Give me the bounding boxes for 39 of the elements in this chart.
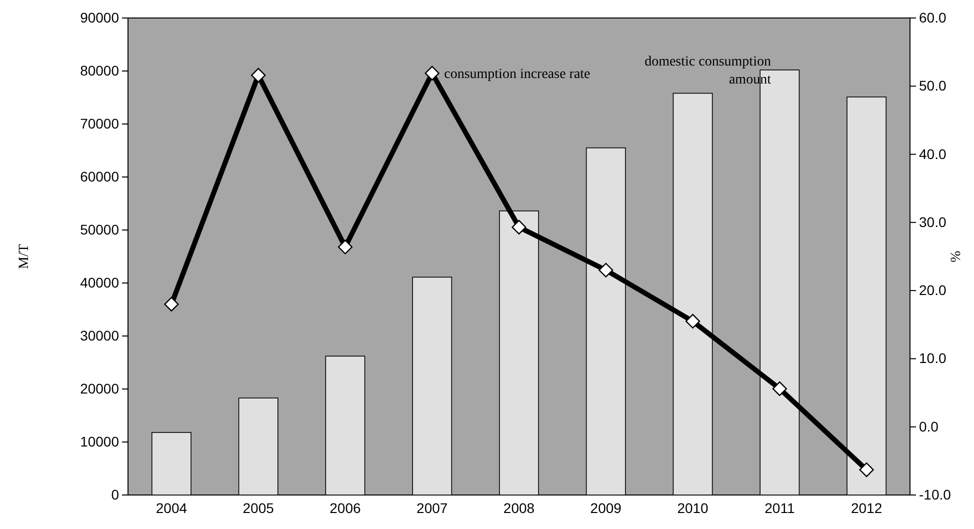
- y2-tick-label: 30.0: [919, 214, 946, 230]
- point: [512, 220, 526, 235]
- x-tick-label: 2006: [330, 500, 362, 516]
- point: [859, 462, 874, 478]
- point: [338, 240, 353, 254]
- x-tick-label: 2009: [590, 500, 622, 516]
- point: [685, 314, 700, 329]
- point: [251, 68, 266, 83]
- y2-tick-label: 10.0: [919, 350, 946, 366]
- y2-tick-label: 40.0: [919, 146, 946, 162]
- x-tick-label: 2011: [764, 500, 795, 516]
- y-tick-label: 20000: [80, 380, 120, 396]
- y-tick-label: 50000: [80, 221, 120, 238]
- y2-tick-label: 0.0: [919, 418, 939, 434]
- point: [164, 296, 179, 312]
- point: [598, 262, 614, 278]
- point: [424, 66, 440, 81]
- y-tick-label: 60000: [80, 168, 120, 184]
- x-tick-label: 2007: [416, 500, 448, 516]
- y-tick-label: 80000: [80, 62, 120, 78]
- y-tick-label: 30000: [80, 327, 120, 344]
- series-label: consumption increase rate: [444, 67, 590, 82]
- y2-tick-label: 60.0: [919, 9, 946, 26]
- y-tick-label: 70000: [80, 115, 120, 132]
- y-tick-label: 0: [111, 486, 120, 502]
- y-tick-label: 10000: [80, 433, 120, 450]
- x-tick-label: 2012: [850, 500, 882, 516]
- x-tick-label: 2004: [156, 500, 188, 516]
- y2-tick-label: 50.0: [919, 78, 946, 94]
- y-tick-label: 40000: [80, 274, 120, 290]
- y2-axis-title: %: [949, 250, 964, 262]
- y-axis-title: M/T: [17, 244, 32, 269]
- y-tick-label: 90000: [80, 9, 120, 26]
- y2-tick-label: 20.0: [919, 282, 946, 298]
- y2-tick-label: -10.0: [919, 486, 952, 502]
- x-tick-label: 2010: [677, 500, 709, 516]
- x-tick-label: 2008: [503, 500, 535, 516]
- x-tick-label: 2005: [242, 500, 274, 516]
- point: [772, 381, 787, 396]
